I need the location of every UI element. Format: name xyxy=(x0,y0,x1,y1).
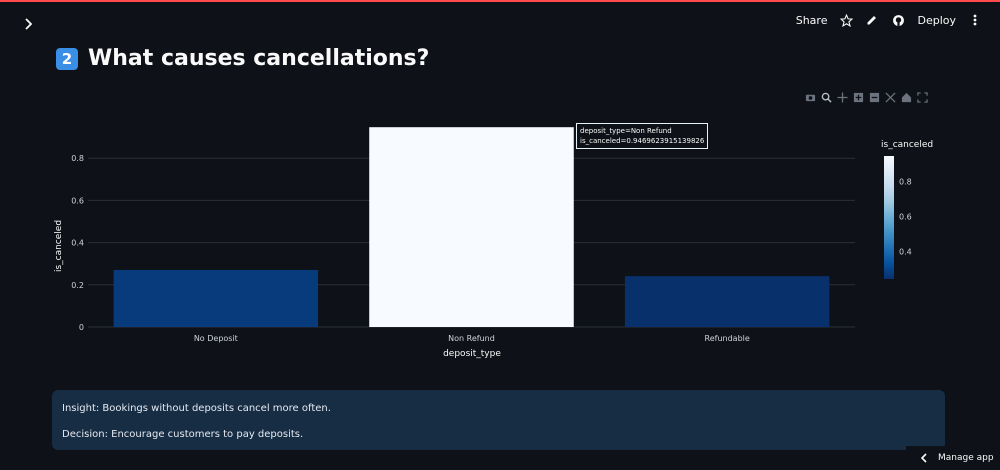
zoom-icon[interactable] xyxy=(821,92,832,103)
bar[interactable] xyxy=(113,269,319,327)
number-badge: 2 xyxy=(56,47,78,70)
bar-layer xyxy=(113,127,830,327)
x-tick-label: No Deposit xyxy=(194,334,238,343)
chart-modebar xyxy=(805,92,928,103)
y-tick-label: 0.8 xyxy=(71,154,84,163)
colorbar-tick-layer: 0.4 0.6 0.8 xyxy=(899,178,912,257)
zoom-in-icon[interactable] xyxy=(853,92,864,103)
top-accent-line xyxy=(0,0,1000,2)
y-tick-label: 0.2 xyxy=(71,281,84,290)
star-icon[interactable] xyxy=(839,13,853,27)
decision-text: Decision: Encourage customers to pay dep… xyxy=(62,429,304,440)
insight-callout: Insight: Bookings without deposits cance… xyxy=(52,390,945,450)
autoscale-icon[interactable] xyxy=(885,92,896,103)
github-icon[interactable] xyxy=(891,13,905,27)
y-tick-label: 0.6 xyxy=(71,196,84,205)
zoom-out-icon[interactable] xyxy=(869,92,880,103)
app-header-actions: Share Deploy xyxy=(796,13,982,27)
x-tick-label: Non Refund xyxy=(448,334,495,343)
tooltip-line-value: is_canceled=0.9469623915139826 xyxy=(580,137,705,145)
camera-icon[interactable] xyxy=(805,92,816,103)
tooltip-line-category: deposit_type=Non Refund xyxy=(580,127,672,135)
y-tick-label: 0.4 xyxy=(71,239,84,248)
x-axis-title: deposit_type xyxy=(443,349,501,359)
chevron-right-icon xyxy=(25,18,33,30)
y-tick-layer: 0 0.2 0.4 0.6 0.8 xyxy=(71,154,84,332)
share-button[interactable]: Share xyxy=(795,13,828,27)
y-tick-label: 0 xyxy=(79,323,84,332)
pan-icon[interactable] xyxy=(837,92,848,103)
y-axis-title: is_canceled xyxy=(54,220,64,272)
insight-text: Insight: Bookings without deposits cance… xyxy=(62,403,331,414)
chevron-left-icon xyxy=(920,453,927,463)
page-title: What causes cancellations? xyxy=(88,46,430,71)
colorbar-tick-label: 0.4 xyxy=(899,247,912,256)
main-menu-icon[interactable] xyxy=(968,13,982,27)
home-reset-icon[interactable] xyxy=(901,92,912,103)
colorbar-tick-label: 0.6 xyxy=(899,212,912,221)
edit-pencil-icon[interactable] xyxy=(865,13,879,27)
bar[interactable] xyxy=(624,276,830,327)
x-tick-label: Refundable xyxy=(705,334,750,343)
bar[interactable] xyxy=(369,127,574,327)
colorbar-title: is_canceled xyxy=(881,140,934,150)
deploy-button[interactable]: Deploy xyxy=(917,13,956,27)
expand-sidebar-button[interactable] xyxy=(20,16,36,32)
x-tick-layer: No Deposit Non Refund Refundable xyxy=(194,334,750,343)
colorbar-tick-label: 0.8 xyxy=(899,178,912,187)
colorbar xyxy=(884,156,894,279)
section-heading: 2 What causes cancellations? xyxy=(56,46,429,71)
hover-tooltip: deposit_type=Non Refund is_canceled=0.94… xyxy=(576,123,709,149)
bar-chart: 0 0.2 0.4 0.6 0.8 No Deposit Non Refund Refund… xyxy=(54,127,912,359)
manage-app-button[interactable]: Manage app xyxy=(906,446,1000,470)
fullscreen-icon[interactable] xyxy=(917,92,928,103)
manage-app-label: Manage app xyxy=(938,453,994,463)
